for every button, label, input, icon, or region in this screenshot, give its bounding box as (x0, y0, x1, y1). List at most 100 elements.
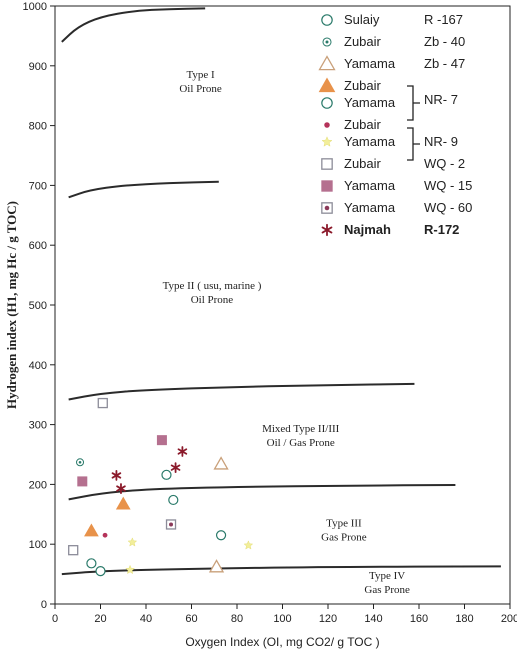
series-yamama-nr9 (125, 537, 254, 575)
legend-series-name: Zubair (344, 78, 382, 93)
series-yamama-nr7 (161, 469, 227, 541)
series-yamama-wq60 (165, 519, 177, 530)
legend: Sulaiy Zubair Yamama Zubair Yamama Zubair Yama… (318, 12, 472, 237)
region-label: Type IV (369, 570, 405, 582)
legend-well-label: WQ - 2 (424, 156, 465, 171)
data-point (168, 494, 179, 506)
data-point-center (169, 522, 174, 527)
data-point (208, 559, 225, 573)
data-point (243, 540, 254, 550)
legend-entry: Yamama (321, 200, 396, 215)
data-point (318, 55, 336, 71)
x-tick-label: 120 (319, 613, 337, 625)
legend-series-name: Zubair (344, 34, 382, 49)
x-tick-label: 80 (231, 613, 243, 625)
data-point-center (324, 205, 330, 211)
data-point (102, 532, 108, 538)
legend-entry: Zubair (321, 156, 382, 171)
legend-entry: Zubair (324, 117, 382, 132)
x-tick-label: 180 (455, 613, 473, 625)
boundary-curve (68, 382, 415, 401)
y-tick-label: 900 (29, 61, 47, 73)
y-tick-label: 300 (29, 420, 47, 432)
x-tick-label: 140 (364, 613, 382, 625)
legend-well-label: Zb - 40 (424, 34, 465, 49)
data-point (95, 566, 106, 577)
y-tick-label: 700 (29, 180, 47, 192)
x-tick-label: 60 (185, 613, 197, 625)
data-point (324, 122, 330, 128)
legend-entry: Yamama (321, 178, 396, 193)
data-point (68, 545, 79, 556)
legend-series-name: Yamama (344, 95, 396, 110)
region-label: Type I (186, 69, 215, 81)
y-tick-label: 400 (29, 360, 47, 372)
data-point (318, 77, 336, 93)
boundary-curve (61, 7, 206, 43)
region-labels: Type I Oil Prone Type II ( usu, marine ) Oi… (163, 69, 410, 596)
data-point-stroke (321, 226, 333, 234)
data-point (77, 476, 88, 487)
x-tick-label: 160 (410, 613, 428, 625)
data-point (215, 530, 227, 541)
legend-well-label: WQ - 15 (424, 178, 472, 193)
series-yamama-wq15 (77, 435, 167, 487)
data-point (86, 558, 97, 569)
data-point (156, 435, 167, 446)
data-point (115, 496, 131, 510)
data-point (127, 537, 138, 547)
legend-series-name: Sulaiy (344, 12, 380, 27)
region-label: Oil Prone (191, 294, 234, 306)
data-point (97, 397, 108, 409)
region-label: Gas Prone (364, 584, 410, 596)
legend-bracket (407, 85, 420, 121)
legend-series-name: Yamama (344, 56, 396, 71)
series-yamama-zb47 (208, 456, 229, 573)
legend-bracket (407, 127, 420, 161)
data-point (321, 14, 333, 26)
region-label: Oil Prone (179, 83, 222, 95)
series-zubair-nr7 (84, 496, 131, 537)
legend-entry: Yamama (321, 95, 396, 110)
region-label: Mixed Type II/III (262, 423, 340, 435)
y-tick-label: 1000 (23, 1, 47, 13)
legend-series-name: Zubair (344, 156, 382, 171)
x-tick-label: 0 (52, 613, 58, 625)
boundary-curve (68, 483, 456, 501)
region-label: Type III (326, 517, 362, 529)
series-zubair-nr9 (102, 532, 108, 538)
legend-entry: Sulaiy (321, 12, 380, 27)
x-axis-label: Oxygen Index (OI, mg CO2/ g TOC ) (185, 635, 379, 649)
data-point (125, 564, 135, 575)
y-tick-label: 600 (29, 240, 47, 252)
data-point (161, 469, 172, 480)
data-point-stroke (170, 464, 181, 471)
data-points (68, 397, 254, 577)
x-tick-label: 20 (94, 613, 106, 625)
data-point (321, 97, 333, 109)
y-tick-label: 100 (29, 539, 47, 551)
y-axis-label: Hydrogen index (H1, mg Hc / g TOC) (4, 201, 19, 409)
legend-series-name: Yamama (344, 178, 396, 193)
legend-entry: Najmah (321, 222, 391, 237)
y-tick-label: 800 (29, 121, 47, 133)
legend-well-label: Zb - 47 (424, 56, 465, 71)
legend-well-label: WQ - 60 (424, 200, 472, 215)
data-point-stroke (116, 485, 126, 492)
series-najmah-r172 (111, 446, 188, 494)
plot-axes: 0 20 40 60 80 100 120 140 160 180 200 0 100 200 300 400… (23, 1, 517, 625)
series-zubair-wq2 (68, 397, 108, 556)
boundary-curve (68, 180, 219, 199)
y-tick-label: 500 (29, 300, 47, 312)
series-sulaiy-r167 (86, 558, 106, 577)
boundary-curves (61, 7, 501, 576)
data-point-center (78, 460, 82, 464)
legend-series-name: Yamama (344, 200, 396, 215)
data-point (213, 456, 229, 470)
data-point-stroke (177, 448, 188, 455)
legend-entry: Zubair (318, 77, 382, 93)
legend-series-name: Yamama (344, 134, 396, 149)
boundary-curve (61, 565, 501, 576)
legend-series-name: Zubair (344, 117, 382, 132)
